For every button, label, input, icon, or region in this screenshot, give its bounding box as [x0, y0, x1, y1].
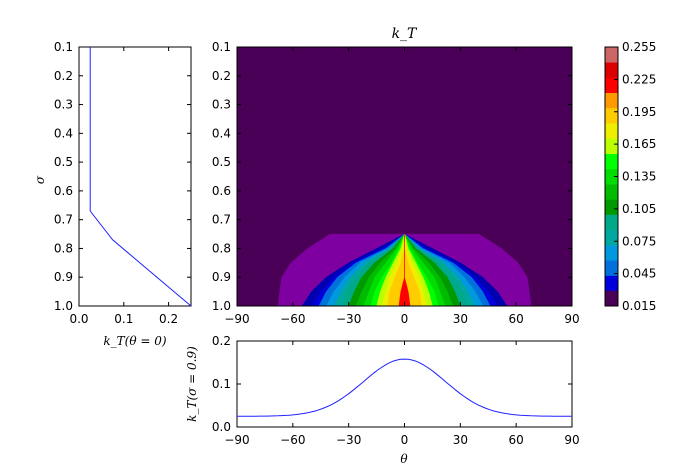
colorbar-tick-label: 0.225	[622, 72, 656, 86]
bottom-x-tick-label: 0	[401, 433, 409, 447]
bottom-y-tick-label: 0.2	[212, 334, 231, 348]
main-x-tick-label: 60	[509, 312, 524, 326]
main-x-ticks: −90 −60 −30 0 30 60 90	[224, 47, 580, 326]
left-plot-frame	[78, 46, 192, 307]
main-y-ticks: 0.1 0.2 0.3 0.4 0.5 0.6 0.7 0.8 0.9 1.0	[212, 40, 572, 313]
main-x-tick-label: −90	[224, 312, 249, 326]
colorbar-band	[605, 184, 618, 200]
colorbar-band	[605, 138, 618, 154]
bottom-y-ticks: 0.0 0.1 0.2	[212, 334, 572, 434]
colorbar-band	[605, 199, 618, 215]
main-y-tick-label: 0.7	[212, 213, 231, 227]
colorbar-band	[605, 62, 618, 78]
left-y-tick-label: 0.2	[54, 69, 73, 83]
colorbar-tick-label: 0.195	[622, 105, 656, 119]
left-y-tick-label: 0.5	[54, 155, 73, 169]
main-y-tick-label: 0.1	[212, 40, 231, 54]
bottom-x-tick-label: 30	[453, 433, 468, 447]
main-x-tick-label: 30	[453, 312, 468, 326]
bottom-x-tick-label: −30	[336, 433, 361, 447]
left-y-tick-label: 0.9	[54, 270, 73, 284]
main-x-tick-label: 90	[564, 312, 579, 326]
colorbar-tick-label: 0.075	[622, 234, 656, 248]
bottom-x-tick-label: −60	[280, 433, 305, 447]
bottom-x-axis-label: θ	[400, 452, 408, 466]
colorbar-tick-label: 0.045	[622, 267, 656, 281]
colorbar-band	[605, 168, 618, 185]
main-y-tick-label: 0.8	[212, 241, 231, 255]
bottom-profile-panel: 0.00.10.2 −90 −60 −30 0 30 60 90 k_T(σ = 0.9) …	[185, 334, 580, 466]
colorbar-band	[605, 92, 618, 109]
colorbar-tick-label: 0.015	[622, 299, 656, 313]
colorbar-band	[605, 245, 618, 261]
left-x-tick-label: 0.1	[114, 312, 133, 326]
colorbar-band	[605, 77, 618, 94]
bottom-x-tick-label: 90	[564, 433, 579, 447]
colorbar-band	[605, 123, 618, 139]
main-x-tick-label: −30	[336, 312, 361, 326]
left-x-axis-label: k_T(θ = 0)	[103, 334, 167, 348]
main-y-tick-label: 0.3	[212, 98, 231, 112]
left-y-tick-label: 0.3	[54, 98, 73, 112]
left-y-tick-label: 0.8	[54, 241, 73, 255]
left-y-axis-label: σ	[33, 175, 47, 184]
contour-band	[398, 233, 411, 306]
bottom-y-tick-label: 0.0	[212, 420, 231, 434]
bottom-y-tick-label: 0.1	[212, 377, 231, 391]
left-profile-line	[89, 47, 192, 307]
left-x-tick-label: 0.2	[159, 312, 178, 326]
bottom-profile-line	[237, 358, 572, 417]
left-y-tick-label: 1.0	[54, 299, 73, 313]
colorbar-blocks	[605, 47, 618, 307]
main-y-tick-label: 0.2	[212, 69, 231, 83]
colorbar-band	[605, 107, 618, 124]
colorbar-tick-label: 0.255	[622, 40, 656, 54]
colorbar: 0.255 0.225 0.195 0.165 0.135 0.105 0.075 0.045…	[604, 40, 656, 313]
bottom-plot-frame	[236, 340, 573, 428]
colorbar-band	[605, 260, 618, 276]
contour-fill-group	[277, 233, 532, 306]
bottom-x-tick-label: −90	[224, 433, 249, 447]
main-x-tick-label: 0	[401, 312, 409, 326]
colorbar-band	[605, 153, 618, 170]
main-contour-panel: 0.1 0.2 0.3 0.4 0.5 0.6 0.7 0.8 0.9 1.0 −90 −60 −30…	[212, 26, 580, 326]
left-x-ticks: 0.0 0.1 0.2	[69, 47, 178, 326]
main-title: k_T	[392, 26, 418, 42]
left-x-tick-label: 0.0	[69, 312, 88, 326]
colorbar-band	[605, 47, 618, 63]
main-x-tick-label: −60	[280, 312, 305, 326]
main-y-tick-label: 0.6	[212, 184, 231, 198]
colorbar-band	[605, 229, 618, 246]
colorbar-tick-label: 0.135	[622, 170, 656, 184]
colorbar-band-lowest	[605, 290, 618, 306]
bottom-y-axis-label: k_T(σ = 0.9)	[185, 346, 199, 422]
bottom-x-tick-label: 60	[509, 433, 524, 447]
main-y-tick-label: 0.4	[212, 126, 231, 140]
main-y-tick-label: 0.5	[212, 155, 231, 169]
colorbar-tick-label: 0.105	[622, 202, 656, 216]
colorbar-ticks: 0.255 0.225 0.195 0.165 0.135 0.105 0.075 0.045…	[614, 40, 656, 313]
left-y-tick-label: 0.7	[54, 213, 73, 227]
bottom-x-ticks: −90 −60 −30 0 30 60 90	[224, 341, 580, 447]
left-y-tick-label: 0.1	[54, 40, 73, 54]
main-y-tick-label: 0.9	[212, 270, 231, 284]
colorbar-band	[605, 214, 618, 231]
colorbar-tick-label: 0.165	[622, 137, 656, 151]
main-y-tick-label: 1.0	[212, 299, 231, 313]
colorbar-band	[605, 275, 618, 292]
left-y-tick-label: 0.6	[54, 184, 73, 198]
left-profile-panel: 0.1 0.2 0.3 0.4 0.5 0.6 0.7 0.8 0.9 1.0 0.0 0.1 0.2…	[33, 40, 192, 348]
left-y-tick-label: 0.4	[54, 126, 73, 140]
left-y-ticks: 0.1 0.2 0.3 0.4 0.5 0.6 0.7 0.8 0.9 1.0	[54, 40, 191, 313]
